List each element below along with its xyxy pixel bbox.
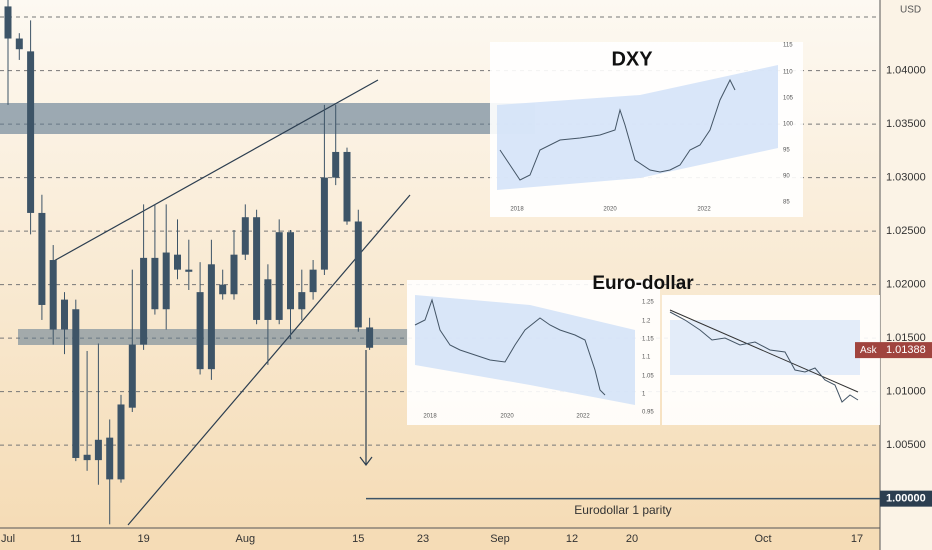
annotation: Eurodollar 1 parity xyxy=(574,503,671,517)
candle-body xyxy=(185,269,193,272)
eurusd-detail-inset xyxy=(662,295,880,425)
y-tick-label: 1.02500 xyxy=(886,225,926,237)
inset-y-tick: 95 xyxy=(783,148,790,154)
candle-body xyxy=(162,252,170,310)
candle-body xyxy=(117,404,125,480)
price-tag xyxy=(880,490,932,507)
inset-y-tick: 1.1 xyxy=(642,355,651,361)
resistance-zone xyxy=(0,103,535,134)
inset-y-tick: 90 xyxy=(783,174,790,180)
candle-body xyxy=(219,284,227,295)
ask-name: Ask xyxy=(860,345,878,356)
candle-body xyxy=(332,151,340,178)
candle-body xyxy=(298,292,306,310)
inset-y-tick: 1.15 xyxy=(642,337,654,343)
price-tag-label: 1.00000 xyxy=(886,493,926,505)
candle-body xyxy=(196,292,204,370)
eurusd-inset xyxy=(407,280,660,425)
candle-body xyxy=(287,232,294,310)
inset-title: DXY xyxy=(611,48,653,70)
y-tick-label: 1.01000 xyxy=(886,386,926,398)
inset-y-tick: 1.25 xyxy=(642,300,654,306)
candle-body xyxy=(72,309,80,458)
ask-value: 1.01388 xyxy=(886,344,926,356)
candle-body xyxy=(343,151,351,222)
x-tick-label: 15 xyxy=(352,533,364,545)
inset-y-tick: 105 xyxy=(783,96,794,102)
x-tick-label: Oct xyxy=(754,533,771,545)
y-tick-label: 1.03000 xyxy=(886,172,926,184)
x-tick-label: 11 xyxy=(70,533,81,545)
y-tick-label: 1.01500 xyxy=(886,332,926,344)
currency-label: USD xyxy=(900,5,921,16)
candle-body xyxy=(151,257,159,310)
inset-x-tick: 2022 xyxy=(697,207,711,213)
inset-x-tick: 2022 xyxy=(576,414,590,420)
inset-y-tick: 115 xyxy=(783,43,793,49)
candle-body xyxy=(241,217,249,255)
x-tick-label: 23 xyxy=(417,533,429,545)
candle-body xyxy=(207,264,215,370)
candle-body xyxy=(83,454,91,461)
inset-y-tick: 1.05 xyxy=(642,374,654,380)
x-tick-label: Jul xyxy=(1,533,15,545)
time-axis-background xyxy=(0,528,880,550)
candle-body xyxy=(106,437,114,480)
candle-body xyxy=(49,260,57,330)
ask-tag xyxy=(855,342,932,359)
inset-x-tick: 2020 xyxy=(603,207,617,213)
price-axis-background xyxy=(880,0,932,550)
y-tick-label: 1.03500 xyxy=(886,118,926,130)
candle-body xyxy=(27,51,35,213)
candle-body xyxy=(253,217,261,320)
y-tick-label: 1.04000 xyxy=(886,65,926,77)
trend-line xyxy=(127,194,411,526)
x-tick-label: Aug xyxy=(236,533,256,545)
candle-body xyxy=(320,177,328,270)
y-tick-label: 1.02000 xyxy=(886,279,926,291)
candle-body xyxy=(140,257,148,345)
inset-x-tick: 2018 xyxy=(423,414,437,420)
inset-y-tick: 100 xyxy=(783,122,794,128)
dxy-inset: DXY xyxy=(490,42,803,217)
y-tick-label: 1.00500 xyxy=(886,439,926,451)
candle-body xyxy=(38,212,46,305)
x-tick-label: 20 xyxy=(626,533,638,545)
candle-body xyxy=(61,299,68,330)
inset-x-tick: 2020 xyxy=(500,414,514,420)
candle-body xyxy=(4,6,12,39)
x-tick-label: 19 xyxy=(137,533,149,545)
candle-body xyxy=(309,269,317,293)
x-tick-label: 12 xyxy=(566,533,578,545)
candle-body xyxy=(94,439,102,461)
trend-line xyxy=(51,79,379,263)
candle-body xyxy=(230,254,238,295)
inset-y-tick: 1 xyxy=(642,392,646,398)
candle-body xyxy=(354,221,362,328)
x-tick-label: Sep xyxy=(490,533,510,545)
inset-y-tick: 0.95 xyxy=(642,410,654,416)
arrow-head xyxy=(359,456,373,466)
candle-body xyxy=(15,38,23,50)
candle-body xyxy=(128,344,136,408)
inset-y-tick: 85 xyxy=(783,200,790,206)
inset-x-tick: 2018 xyxy=(510,207,524,213)
inset-title: Euro-dollar xyxy=(592,273,694,294)
candle-body xyxy=(366,327,374,348)
candle-body xyxy=(174,254,181,270)
candle-body xyxy=(275,232,283,320)
x-tick-label: 17 xyxy=(851,533,863,545)
inset-y-tick: 110 xyxy=(783,70,793,76)
inset-y-tick: 1.2 xyxy=(642,319,651,325)
candle-body xyxy=(264,279,272,320)
